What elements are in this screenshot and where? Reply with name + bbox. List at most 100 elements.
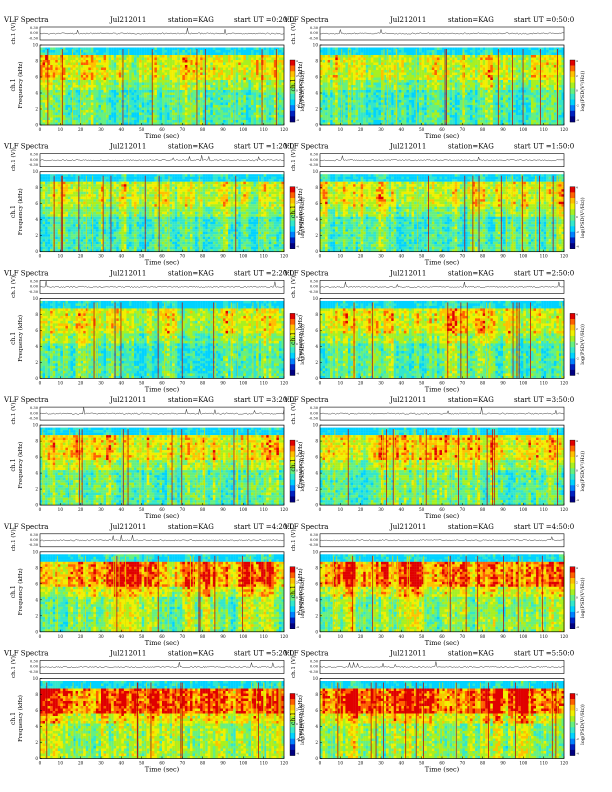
heatmap-cell bbox=[278, 85, 282, 88]
heatmap-cell bbox=[355, 65, 359, 68]
heatmap-cell bbox=[381, 60, 384, 63]
heatmap-cell bbox=[325, 75, 328, 78]
heatmap-cell bbox=[210, 60, 213, 63]
x-tick-label: 80 bbox=[200, 127, 206, 132]
heatmap-cell bbox=[391, 122, 394, 126]
heatmap-cell bbox=[449, 122, 453, 126]
heatmap-cell bbox=[365, 80, 369, 83]
heatmap-cell bbox=[360, 75, 364, 78]
heatmap-cell bbox=[123, 82, 127, 86]
heatmap-cell bbox=[149, 122, 152, 126]
heatmap-cell bbox=[195, 80, 198, 83]
heatmap-cell bbox=[416, 92, 420, 96]
heatmap-cell bbox=[271, 87, 274, 91]
heatmap-cell bbox=[103, 115, 107, 118]
heatmap-cell bbox=[250, 85, 254, 88]
heatmap-cell bbox=[419, 77, 422, 81]
heatmap-cell bbox=[80, 62, 84, 66]
heatmap-cell bbox=[263, 55, 267, 58]
heatmap-cell bbox=[393, 95, 397, 98]
heatmap-cell bbox=[126, 97, 130, 101]
heatmap-cell bbox=[449, 107, 453, 111]
heatmap-cell bbox=[464, 100, 468, 103]
heatmap-cell bbox=[83, 120, 86, 123]
heatmap-cell bbox=[253, 117, 257, 121]
heatmap-cell bbox=[248, 92, 252, 96]
sferic-streak bbox=[275, 49, 277, 125]
heatmap-cell bbox=[85, 117, 89, 121]
heatmap-cell bbox=[70, 115, 74, 118]
heatmap-cell bbox=[162, 107, 165, 111]
heatmap-cell bbox=[217, 107, 221, 111]
heatmap-cell bbox=[447, 52, 450, 56]
heatmap-cell bbox=[85, 77, 89, 81]
heatmap-cell bbox=[225, 67, 229, 71]
heatmap-cell bbox=[182, 122, 186, 126]
sferic-streak bbox=[80, 49, 81, 125]
heatmap-cell bbox=[197, 117, 201, 121]
heatmap-cell bbox=[342, 95, 346, 98]
heatmap-cell bbox=[70, 85, 74, 88]
heatmap-cell bbox=[337, 105, 341, 108]
colorbar-tick-label: 2 bbox=[296, 74, 298, 78]
heatmap-cell bbox=[365, 92, 369, 96]
heatmap-cell bbox=[80, 60, 84, 63]
heatmap-cell bbox=[281, 65, 285, 68]
heatmap-cell bbox=[271, 95, 274, 98]
heatmap-cell bbox=[381, 80, 384, 83]
heatmap-cell bbox=[396, 85, 399, 88]
heatmap-cell bbox=[332, 65, 336, 68]
heatmap-cell bbox=[45, 72, 48, 76]
heatmap-cell bbox=[436, 67, 440, 71]
signal-trace-line bbox=[39, 27, 285, 35]
heatmap-cell bbox=[50, 97, 53, 101]
heatmap-cell bbox=[156, 67, 160, 71]
heatmap-cell bbox=[40, 60, 43, 63]
heatmap-cell bbox=[408, 47, 412, 51]
heatmap-cell bbox=[429, 65, 432, 68]
heatmap-cell bbox=[67, 97, 71, 101]
heatmap-cell bbox=[378, 112, 382, 116]
heatmap-cell bbox=[93, 105, 97, 108]
heatmap-cell bbox=[370, 85, 374, 88]
heatmap-cell bbox=[273, 110, 277, 113]
heatmap-cell bbox=[205, 117, 208, 121]
heatmap-cell bbox=[373, 50, 377, 53]
heatmap-cell bbox=[406, 85, 410, 88]
heatmap-cell bbox=[355, 122, 359, 126]
colorbar-frame bbox=[289, 59, 296, 123]
heatmap-cell bbox=[434, 85, 438, 88]
heatmap-cell bbox=[401, 57, 405, 61]
heatmap-cell bbox=[101, 110, 104, 113]
heatmap-cell bbox=[337, 102, 341, 106]
heatmap-cell bbox=[202, 92, 206, 96]
heatmap-cell bbox=[268, 52, 272, 56]
heatmap-cell bbox=[449, 100, 453, 103]
heatmap-cell bbox=[475, 80, 478, 83]
heatmap-cell bbox=[151, 102, 155, 106]
heatmap-cell bbox=[159, 75, 163, 78]
heatmap-cell bbox=[398, 75, 402, 78]
heatmap-cell bbox=[90, 50, 94, 53]
heatmap-cell bbox=[320, 122, 323, 126]
heatmap-cell bbox=[271, 110, 274, 113]
heatmap-cell bbox=[184, 60, 188, 63]
heatmap-cell bbox=[200, 77, 203, 81]
heatmap-cell bbox=[228, 95, 231, 98]
heatmap-cell bbox=[401, 102, 405, 106]
heatmap-cell bbox=[200, 57, 203, 61]
heatmap-cell bbox=[396, 82, 399, 86]
heatmap-cell bbox=[360, 52, 364, 56]
heatmap-cell bbox=[472, 82, 476, 86]
heatmap-cell bbox=[449, 95, 453, 98]
heatmap-cell bbox=[230, 70, 234, 73]
heatmap-cell bbox=[169, 80, 173, 83]
heatmap-cell bbox=[202, 105, 206, 108]
heatmap-cell bbox=[128, 70, 132, 73]
heatmap-cell bbox=[70, 47, 74, 51]
heatmap-cell bbox=[85, 112, 89, 116]
heatmap-cell bbox=[337, 120, 341, 123]
heatmap-cell bbox=[381, 62, 384, 66]
heatmap-cell bbox=[90, 57, 94, 61]
heatmap-cell bbox=[416, 75, 420, 78]
